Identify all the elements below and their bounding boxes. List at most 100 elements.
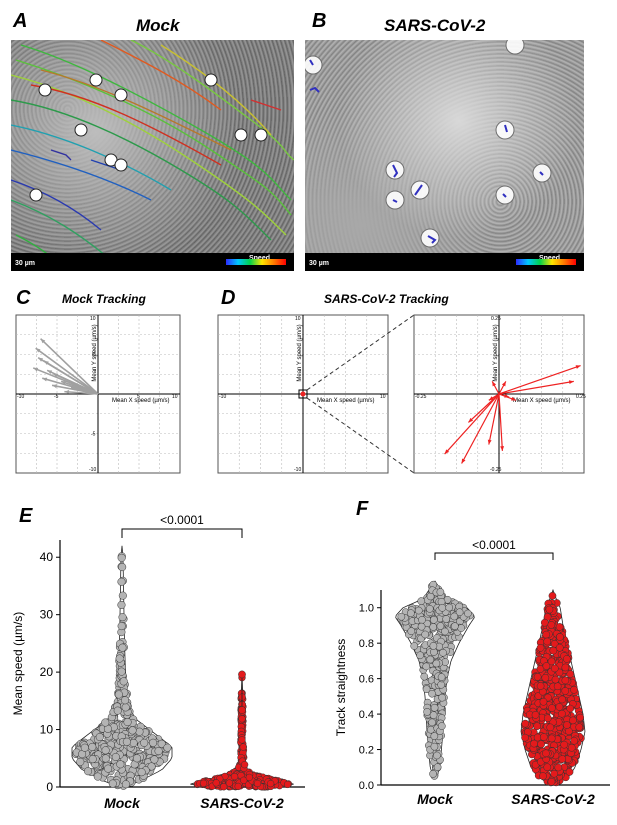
e-cov-violin-dot — [245, 773, 253, 782]
f-cov-violin-dot — [566, 704, 575, 713]
f-mock-violin-dot — [429, 711, 438, 719]
e-ytick-label: 20 — [40, 665, 54, 679]
f-mock-violin-dot — [445, 603, 454, 612]
f-mock-violin-dot — [418, 616, 426, 624]
panel-title-a: Mock — [136, 16, 180, 35]
mock-vector-head — [33, 367, 39, 372]
mock-vector-head — [38, 357, 44, 362]
f-ytick-label: 0.2 — [359, 745, 374, 757]
f-cov-violin-dot — [542, 630, 551, 639]
plot-c-ytick: 10 — [90, 316, 96, 322]
f-cov-violin-dot — [547, 777, 556, 786]
cov-vector-head — [575, 365, 581, 369]
e-mock-violin-dot — [121, 780, 130, 789]
e-cov-violin-dot — [212, 779, 220, 787]
e-mock-violin-dot — [80, 743, 89, 752]
f-cov-violin-dot — [570, 736, 578, 745]
e-mock-violin-dot — [122, 737, 131, 746]
mock-vector-head — [40, 338, 46, 344]
mock-vector-head — [42, 377, 48, 382]
e-cov-violin-dot — [199, 779, 208, 787]
mock-vector-head — [61, 381, 67, 385]
f-cov-violin-dot — [576, 713, 585, 722]
cov-center-mark — [300, 391, 306, 397]
panel-letter-e: E — [19, 505, 33, 527]
e-cov-violin-dot — [284, 780, 292, 789]
f-cov-violin-dot — [558, 695, 566, 704]
e-mock-violin-dot — [76, 757, 85, 766]
e-mock-violin-dot — [88, 755, 97, 764]
f-mock-violin-dot — [425, 604, 434, 613]
f-mock-violin-dot — [416, 651, 424, 660]
e-mock-violin-dot — [95, 732, 104, 742]
plot-d-inset-xtick: -0.25 — [415, 394, 427, 400]
cov-vector — [461, 393, 500, 464]
f-cov-violin-dot — [570, 685, 578, 694]
cov-vector-head — [511, 396, 516, 401]
e-category-label: SARS-CoV-2 — [200, 795, 284, 811]
e-mock-violin-dots — [72, 552, 172, 790]
f-cov-violin-dot — [531, 711, 540, 719]
e-mock-violin-dot — [137, 768, 146, 777]
plot-d-inset-xtick: 0.25 — [576, 394, 586, 400]
f-cov-violin-dot — [533, 722, 541, 731]
e-mock-violin-dot — [101, 746, 110, 755]
mock-vector-head — [70, 386, 76, 391]
f-ytick-label: 0.6 — [359, 674, 374, 686]
cov-vector — [498, 380, 574, 395]
f-mock-violin-dot — [433, 751, 441, 760]
f-mock-violin-dot — [417, 622, 426, 631]
f-mock-violin-dot — [429, 615, 438, 624]
f-cov-violin-dot — [548, 591, 557, 600]
plot-d-inset-ylabel: Mean Y speed (µm/s) — [493, 324, 499, 381]
f-cov-violin-dot — [566, 670, 575, 678]
f-mock-violin-dot — [427, 725, 435, 734]
e-ytick-label: 0 — [46, 780, 53, 794]
f-cov-violin-dot — [543, 714, 552, 723]
mock-vector — [35, 347, 99, 395]
e-cov-violin-dots — [193, 674, 293, 791]
plot-d-xtick: -10 — [219, 394, 226, 400]
e-mock-violin-dot — [163, 743, 172, 752]
f-mock-violin-dot — [430, 742, 439, 751]
f-mock-violin-dot — [422, 685, 431, 694]
e-significance-label: <0.0001 — [160, 513, 204, 527]
f-cov-violin-dot — [555, 623, 564, 631]
track-straightness-violin-chart: 0.0 0.2 0.4 0.6 0.8 1.0 Track straightness <0.0… — [334, 538, 610, 807]
f-cov-violin-dot — [543, 763, 552, 772]
panel-letter-d: D — [221, 287, 236, 309]
f-cov-violin-dot — [545, 605, 554, 614]
panel-title-d: SARS-CoV-2 Tracking — [324, 292, 449, 306]
f-cov-violin-dot — [539, 733, 548, 741]
f-cov-violin-dot — [561, 663, 570, 672]
panel-letter-c: C — [16, 287, 31, 309]
f-cov-violin-dot — [533, 673, 542, 681]
zoom-line-bottom — [306, 397, 415, 474]
e-mock-violin-dot — [115, 654, 124, 663]
f-mock-violin-dot — [433, 763, 442, 772]
f-mock-violin-dot — [437, 673, 446, 681]
cov-tracks — [305, 40, 552, 248]
e-mock-violin-dot — [147, 762, 156, 771]
e-mock-violin-dot — [104, 764, 113, 773]
e-cov-violin-dot — [253, 779, 262, 788]
plot-d-ytick: 10 — [295, 316, 301, 322]
f-mock-violin-dot — [464, 609, 472, 618]
speed-colorbar-a — [226, 259, 286, 265]
cov-vector — [444, 393, 500, 455]
e-cov-violin-dot — [266, 779, 275, 788]
f-mock-violin-dots — [397, 580, 474, 780]
f-mock-violin-dot — [429, 770, 437, 778]
f-mock-violin-dot — [397, 612, 406, 621]
e-cov-violin-dot — [240, 760, 249, 769]
mock-vector-head — [47, 370, 53, 375]
plot-c-ytick: -5 — [91, 432, 96, 438]
cov-vector-head — [568, 380, 574, 385]
panel-title-c: Mock Tracking — [62, 292, 146, 306]
f-mock-violin-dot — [420, 672, 429, 681]
panel-letter-f: F — [356, 498, 369, 520]
e-mock-violin-dot — [150, 755, 159, 764]
f-cov-violin-dot — [563, 655, 571, 663]
e-cov-violin-dot — [239, 743, 247, 751]
e-category-label: Mock — [104, 795, 141, 811]
